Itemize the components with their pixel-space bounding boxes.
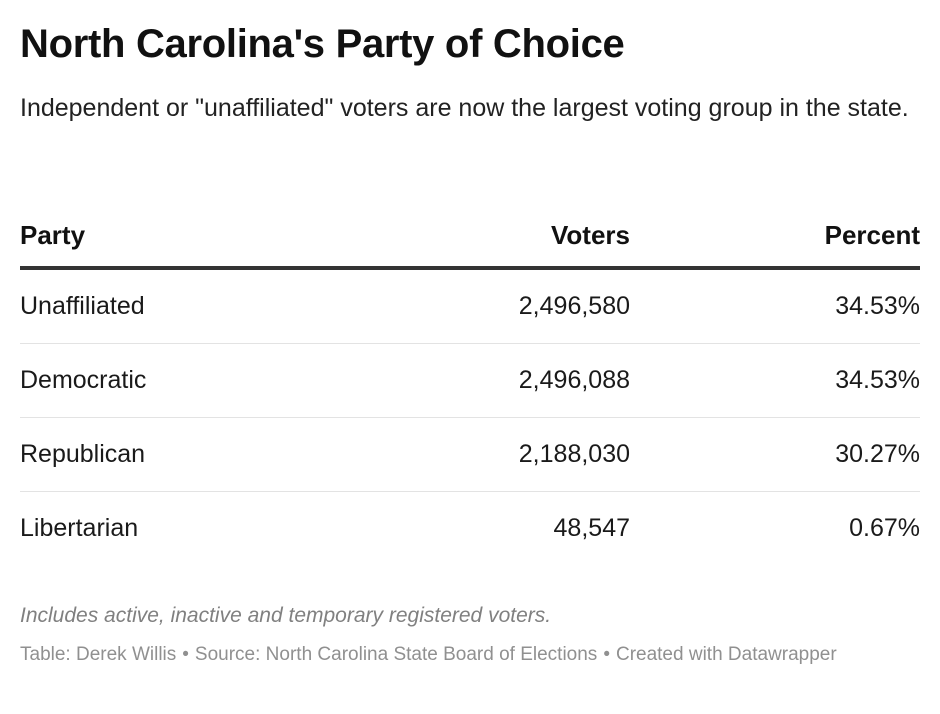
table-credit: Table: Derek Willis xyxy=(20,644,177,665)
chart-title: North Carolina's Party of Choice xyxy=(20,22,625,66)
header-voters[interactable]: Voters xyxy=(551,219,630,250)
cell-party: Democratic xyxy=(20,366,147,394)
cell-voters: 48,547 xyxy=(553,514,630,542)
footer-separator: • xyxy=(182,644,189,665)
footer-separator: • xyxy=(603,644,610,665)
table-row-democratic: Democratic 2,496,088 34.53% xyxy=(20,344,920,418)
cell-party: Unaffiliated xyxy=(20,292,145,320)
cell-percent: 34.53% xyxy=(835,292,920,320)
cell-voters: 2,496,088 xyxy=(518,366,630,394)
data-table: Party Voters Percent Unaffiliated 2,496,… xyxy=(20,204,920,565)
table-row-republican: Republican 2,188,030 30.27% xyxy=(20,418,920,492)
table-header: Party Voters Percent xyxy=(20,204,920,270)
table-row-unaffiliated: Unaffiliated 2,496,580 34.53% xyxy=(20,270,920,344)
header-party[interactable]: Party xyxy=(20,219,86,250)
cell-percent: 34.53% xyxy=(835,366,920,394)
created-with-link[interactable]: Created with Datawrapper xyxy=(615,644,837,665)
cell-percent: 0.67% xyxy=(849,514,920,542)
table-row-libertarian: Libertarian 48,547 0.67% xyxy=(20,492,920,565)
cell-party: Republican xyxy=(20,440,146,468)
cell-voters: 2,496,580 xyxy=(518,292,630,320)
cell-voters: 2,188,030 xyxy=(518,440,630,468)
cell-percent: 30.27% xyxy=(835,440,920,468)
chart-footer: Table: Derek Willis • Source: North Caroli… xyxy=(20,642,900,668)
chart-subtitle: Independent or "unaffiliated" voters are… xyxy=(20,94,909,122)
source-credit: Source: North Carolina State Board of El… xyxy=(194,644,598,665)
cell-party: Libertarian xyxy=(20,514,139,542)
header-percent[interactable]: Percent xyxy=(824,219,920,250)
table-note: Includes active, inactive and temporary … xyxy=(20,604,552,627)
